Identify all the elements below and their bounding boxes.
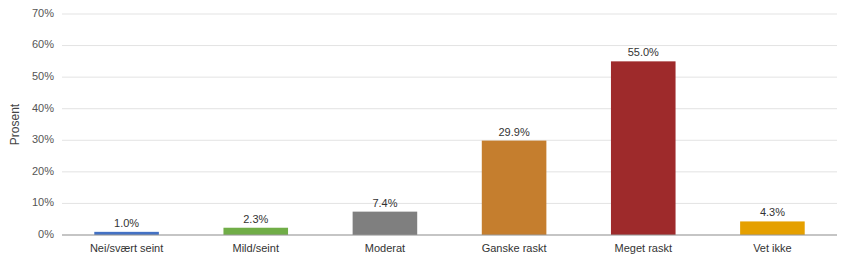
grid bbox=[62, 14, 837, 235]
grid-line bbox=[62, 45, 837, 46]
x-axis-line bbox=[62, 235, 837, 236]
bar bbox=[482, 141, 547, 235]
data-label: 55.0% bbox=[628, 46, 659, 58]
page: {"chart_data": {"type": "bar", "categori… bbox=[0, 0, 849, 263]
y-axis-label: Prosent bbox=[8, 103, 22, 145]
grid-line bbox=[62, 108, 837, 109]
y-tick-label: 70% bbox=[32, 7, 54, 19]
x-tick-label: Mild/seint bbox=[233, 242, 279, 254]
data-label: 7.4% bbox=[372, 197, 397, 209]
x-tick-label: Nei/svært seint bbox=[90, 242, 163, 254]
grid-line bbox=[62, 235, 837, 236]
x-axis: Nei/svært seint Mild/seint Moderat Ganske r… bbox=[90, 242, 792, 254]
y-tick-label: 0% bbox=[38, 228, 54, 240]
y-tick-label: 20% bbox=[32, 165, 54, 177]
grid-line bbox=[62, 14, 837, 15]
x-tick-label: Ganske raskt bbox=[482, 242, 547, 254]
data-label: 1.0% bbox=[114, 217, 139, 229]
data-labels: 1.0% 2.3% 7.4% 29.9% 55.0% 4.3% bbox=[114, 46, 785, 228]
x-tick-label: Meget raskt bbox=[615, 242, 672, 254]
grid-line bbox=[62, 171, 837, 172]
y-tick-label: 10% bbox=[32, 196, 54, 208]
y-tick-label: 30% bbox=[32, 133, 54, 145]
bar bbox=[611, 61, 676, 235]
grid-line bbox=[62, 203, 837, 204]
data-label: 4.3% bbox=[760, 206, 785, 218]
y-tick-label: 60% bbox=[32, 38, 54, 50]
bar bbox=[353, 212, 418, 235]
grid-line bbox=[62, 140, 837, 141]
x-tick-label: Moderat bbox=[365, 242, 405, 254]
data-label: 29.9% bbox=[498, 126, 529, 138]
data-label: 2.3% bbox=[243, 213, 268, 225]
bars bbox=[94, 61, 804, 235]
grid-line bbox=[62, 77, 837, 78]
y-tick-label: 50% bbox=[32, 70, 54, 82]
y-tick-label: 40% bbox=[32, 102, 54, 114]
chart: 0% 10% 20% 30% 40% 50% 60% 70% Prosent 1.0% 2.3% 7.… bbox=[0, 0, 849, 263]
y-axis: 0% 10% 20% 30% 40% 50% 60% 70% bbox=[32, 7, 54, 240]
bar bbox=[740, 221, 805, 235]
bar bbox=[223, 228, 288, 235]
x-tick-label: Vet ikke bbox=[753, 242, 792, 254]
